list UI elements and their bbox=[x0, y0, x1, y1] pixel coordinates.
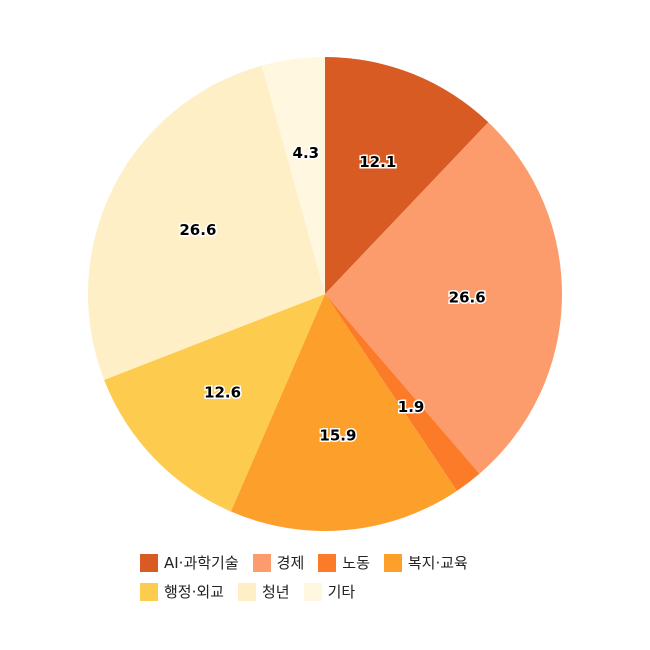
legend-swatch bbox=[140, 582, 158, 601]
slice-value-label-3: 15.9 bbox=[319, 427, 356, 445]
slice-value-label-0: 12.1 bbox=[359, 153, 396, 171]
pie-slice-3 bbox=[230, 294, 457, 531]
slice-value-label-5: 26.6 bbox=[179, 221, 216, 239]
legend-item-4: 행정·외교 bbox=[140, 581, 224, 602]
legend-swatch bbox=[237, 582, 256, 601]
pie-chart: 12.1 26.6 1.9 15.9 12.6 26.6 4.3 bbox=[88, 57, 562, 531]
legend-swatch bbox=[383, 553, 402, 572]
pie-slice-6 bbox=[261, 57, 325, 294]
pie-slices bbox=[88, 57, 562, 531]
legend-swatch bbox=[318, 553, 337, 572]
legend-label: AI·과학기술 bbox=[164, 554, 239, 572]
legend-item-5: 청년 bbox=[237, 581, 290, 602]
legend-swatch bbox=[303, 582, 322, 601]
legend-label: 기타 bbox=[327, 583, 356, 601]
slice-value-label-6: 4.3 bbox=[293, 144, 320, 162]
legend-item-2: 노동 bbox=[318, 552, 370, 573]
pie-slice-1 bbox=[325, 122, 562, 474]
legend-label: 노동 bbox=[342, 554, 370, 572]
legend-item-0: AI·과학기술 bbox=[140, 552, 239, 573]
pie-slice-5 bbox=[88, 65, 325, 380]
pie-slice-4 bbox=[104, 294, 325, 512]
legend-label: 청년 bbox=[261, 583, 290, 601]
legend-label: 경제 bbox=[276, 554, 305, 572]
legend-item-1: 경제 bbox=[252, 552, 305, 573]
slice-value-label-4: 12.6 bbox=[204, 384, 241, 402]
pie-slice-0 bbox=[325, 57, 489, 294]
slice-value-label-2: 1.9 bbox=[398, 398, 425, 416]
legend-item-6: 기타 bbox=[303, 581, 356, 602]
legend-item-3: 복지·교육 bbox=[383, 552, 468, 573]
slice-value-label-1: 26.6 bbox=[449, 289, 486, 307]
legend-swatch bbox=[252, 553, 271, 572]
pie-labels: 12.1 26.6 1.9 15.9 12.6 26.6 4.3 bbox=[178, 143, 487, 447]
legend-swatch bbox=[140, 553, 158, 572]
legend-label: 복지·교육 bbox=[407, 554, 468, 572]
pie-slice-2 bbox=[325, 294, 480, 491]
legend-label: 행정·외교 bbox=[164, 583, 224, 601]
